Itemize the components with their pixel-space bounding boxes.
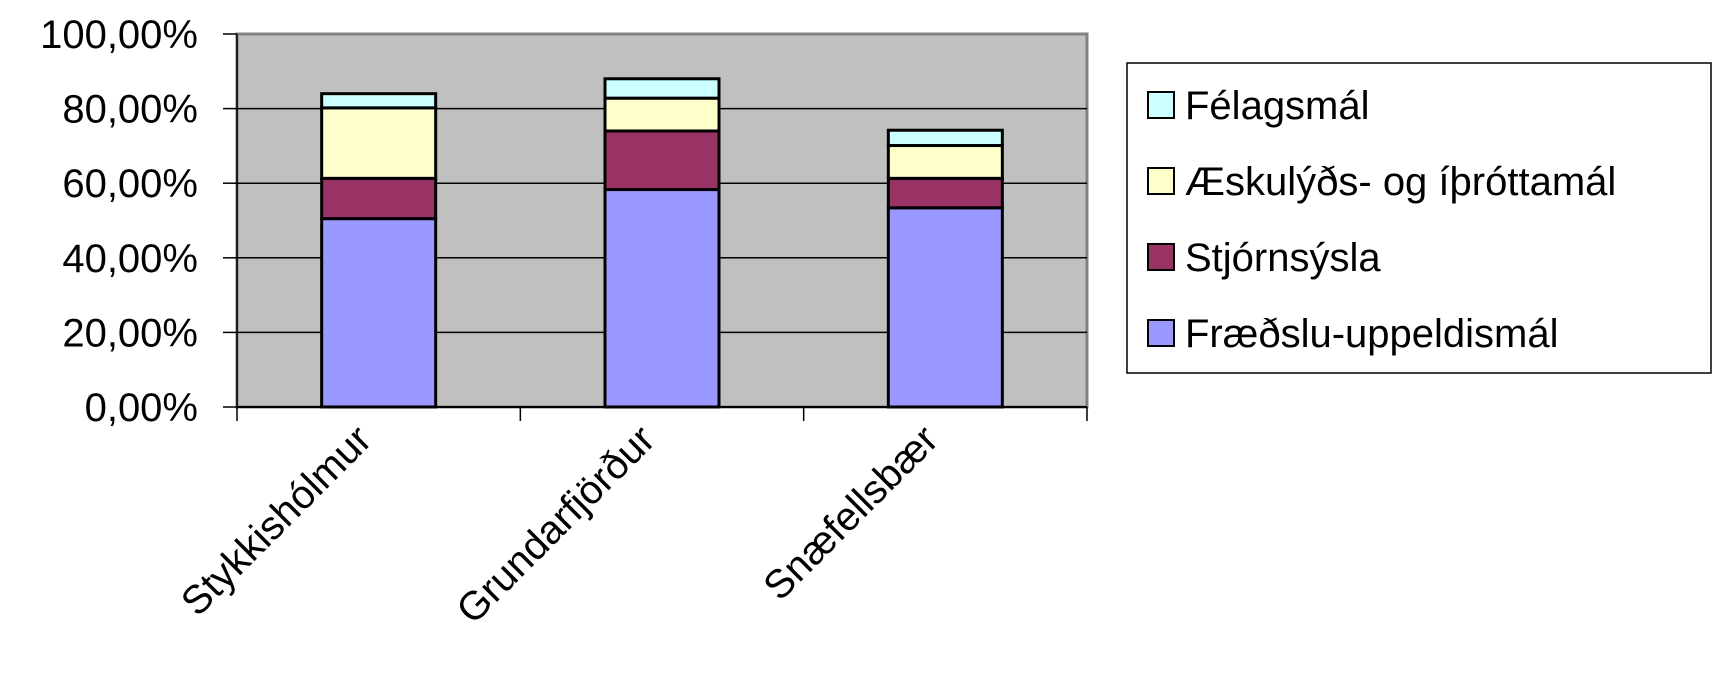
bar-segment — [603, 96, 721, 133]
legend-swatch — [1147, 167, 1175, 195]
y-tick-label: 20,00% — [62, 311, 198, 355]
legend-label: Stjórnsýsla — [1185, 236, 1381, 280]
bar-segment — [320, 217, 438, 409]
bar-segment — [320, 92, 438, 110]
bars — [320, 77, 1004, 409]
bar-segment — [886, 144, 1004, 180]
y-tick-label: 0,00% — [85, 386, 198, 430]
bar-segment — [603, 129, 721, 192]
bar-segment — [886, 176, 1004, 210]
y-tick-label: 60,00% — [62, 162, 198, 206]
y-tick-label: 80,00% — [62, 88, 198, 132]
category-label: Grundarfjörður — [448, 417, 663, 632]
legend-box — [1126, 62, 1712, 374]
y-axis: 0,00% 20,00% 40,00% 60,00% 80,00% 100,00% — [40, 13, 238, 430]
legend-label: Æskulýðs- og íþróttamál — [1185, 160, 1616, 204]
legend-label: Félagsmál — [1185, 84, 1370, 128]
bar-segment — [603, 77, 721, 100]
bar-segment — [320, 106, 438, 180]
legend-label: Fræðslu-uppeldismál — [1185, 312, 1558, 356]
bar-segment — [886, 206, 1004, 409]
legend-swatch — [1147, 91, 1175, 119]
category-label: Snæfellsbær — [755, 417, 946, 608]
legend-swatch — [1147, 243, 1175, 271]
y-tick-label: 40,00% — [62, 237, 198, 281]
x-axis: Stykkishólmur Grundarfjörður Snæfellsbær — [173, 406, 1088, 632]
bar-segment — [886, 128, 1004, 148]
legend: Félagsmál Æskulýðs- og íþróttamál Stjórnsý… — [1126, 62, 1712, 374]
bar-segment — [603, 188, 721, 409]
bar-segment — [320, 176, 438, 221]
category-label: Stykkishólmur — [173, 417, 380, 624]
legend-swatch — [1147, 319, 1175, 347]
y-tick-label: 100,00% — [40, 13, 198, 57]
